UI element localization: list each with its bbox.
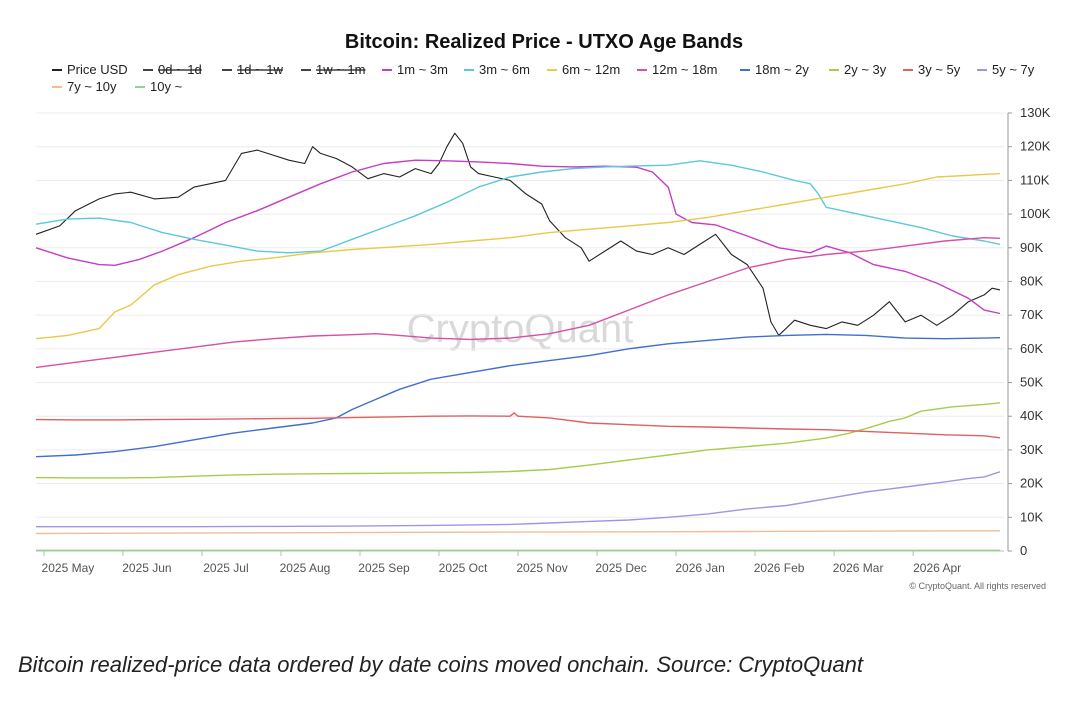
y-tick-label: 100K — [1020, 206, 1051, 221]
series-line-6m-12m — [35, 172, 1001, 340]
series-line-5y-7y — [36, 471, 1001, 528]
legend-label: 10y ~ — [150, 79, 183, 94]
series-line-7y-10y — [35, 530, 1001, 535]
copyright: © CryptoQuant. All rights reserved — [909, 581, 1046, 591]
legend-label: 1d ~ 1w — [237, 62, 284, 77]
x-tick-label: 2026 Mar — [833, 561, 884, 575]
legend-label: 5y ~ 7y — [992, 62, 1035, 77]
series-line-3y-5y — [35, 412, 1001, 439]
legend-item[interactable]: 1d ~ 1w — [222, 62, 284, 77]
y-tick-label: 30K — [1020, 442, 1043, 457]
y-tick-label: 60K — [1020, 341, 1043, 356]
y-tick-label: 80K — [1020, 273, 1043, 288]
legend-label: 7y ~ 10y — [67, 79, 117, 94]
legend-item[interactable]: 18m ~ 2y — [740, 62, 809, 77]
x-tick-label: 2025 Nov — [516, 561, 567, 575]
legend-label: 3y ~ 5y — [918, 62, 961, 77]
y-axis: 0 10K 20K 30K 40K 50K 60K 70K 80K 90K 100K 110K 120K… — [1007, 105, 1051, 558]
legend-item[interactable]: 3m ~ 6m — [464, 62, 530, 77]
y-tick-label: 10K — [1020, 509, 1043, 524]
series-line-18m-2y — [35, 333, 1001, 458]
legend-label: 3m ~ 6m — [479, 62, 530, 77]
legend-item[interactable]: 5y ~ 7y — [977, 62, 1035, 77]
x-tick-label: 2026 Jan — [675, 561, 724, 575]
chart: Bitcoin: Realized Price - UTXO Age Bands… — [35, 31, 1051, 591]
y-tick-label: 50K — [1020, 375, 1043, 390]
legend-item[interactable]: 1w ~ 1m — [301, 62, 366, 77]
legend-label: 1m ~ 3m — [397, 62, 448, 77]
x-tick-label: 2025 Jul — [203, 561, 248, 575]
legend-item[interactable]: 1m ~ 3m — [382, 62, 448, 77]
legend-item[interactable]: 12m ~ 18m — [637, 62, 717, 77]
legend-item[interactable]: 10y ~ — [135, 79, 183, 94]
series-line-3m-6m — [35, 160, 1001, 254]
grid — [36, 112, 1004, 552]
legend-item[interactable]: Price USD — [52, 62, 128, 77]
x-axis: 2025 May 2025 Jun 2025 Jul 2025 Aug 2025 Sep… — [36, 550, 1004, 575]
x-tick-label: 2026 Apr — [913, 561, 961, 575]
legend: Price USD 0d ~ 1d 1d ~ 1w 1w ~ 1m 1m ~ 3m 3m … — [52, 62, 1035, 94]
legend-label: 18m ~ 2y — [755, 62, 809, 77]
legend-item[interactable]: 2y ~ 3y — [829, 62, 887, 77]
legend-item[interactable]: 7y ~ 10y — [52, 79, 117, 94]
y-tick-label: 0 — [1020, 543, 1027, 558]
figure-caption: Bitcoin realized-price data ordered by d… — [18, 652, 864, 677]
x-tick-label: 2025 Jun — [122, 561, 171, 575]
y-tick-label: 90K — [1020, 240, 1043, 255]
y-tick-label: 120K — [1020, 139, 1051, 154]
y-tick-label: 110K — [1020, 172, 1050, 187]
legend-label: 6m ~ 12m — [562, 62, 620, 77]
legend-item[interactable]: 0d ~ 1d — [143, 62, 202, 77]
x-tick-label: 2025 Sep — [358, 561, 410, 575]
legend-label: 1w ~ 1m — [316, 62, 366, 77]
legend-item[interactable]: 6m ~ 12m — [547, 62, 620, 77]
legend-label: Price USD — [67, 62, 128, 77]
y-tick-label: 40K — [1020, 408, 1043, 423]
series-line-12m-18m — [35, 237, 1001, 369]
y-tick-label: 20K — [1020, 476, 1043, 491]
series-line-price-usd — [35, 132, 1001, 336]
series-line-2y-3y — [35, 402, 1001, 479]
x-tick-label: 2025 Aug — [280, 561, 331, 575]
y-tick-label: 70K — [1020, 307, 1043, 322]
legend-label: 12m ~ 18m — [652, 62, 717, 77]
x-tick-label: 2026 Feb — [754, 561, 805, 575]
series-layer — [35, 132, 1001, 551]
watermark: CryptoQuant — [407, 307, 634, 351]
y-tick-label: 130K — [1020, 105, 1051, 120]
legend-label: 0d ~ 1d — [158, 62, 202, 77]
chart-title: Bitcoin: Realized Price - UTXO Age Bands — [345, 31, 743, 53]
x-tick-label: 2025 Dec — [595, 561, 646, 575]
legend-label: 2y ~ 3y — [844, 62, 887, 77]
x-tick-label: 2025 Oct — [439, 561, 488, 575]
x-tick-label: 2025 May — [42, 561, 95, 575]
legend-item[interactable]: 3y ~ 5y — [903, 62, 961, 77]
